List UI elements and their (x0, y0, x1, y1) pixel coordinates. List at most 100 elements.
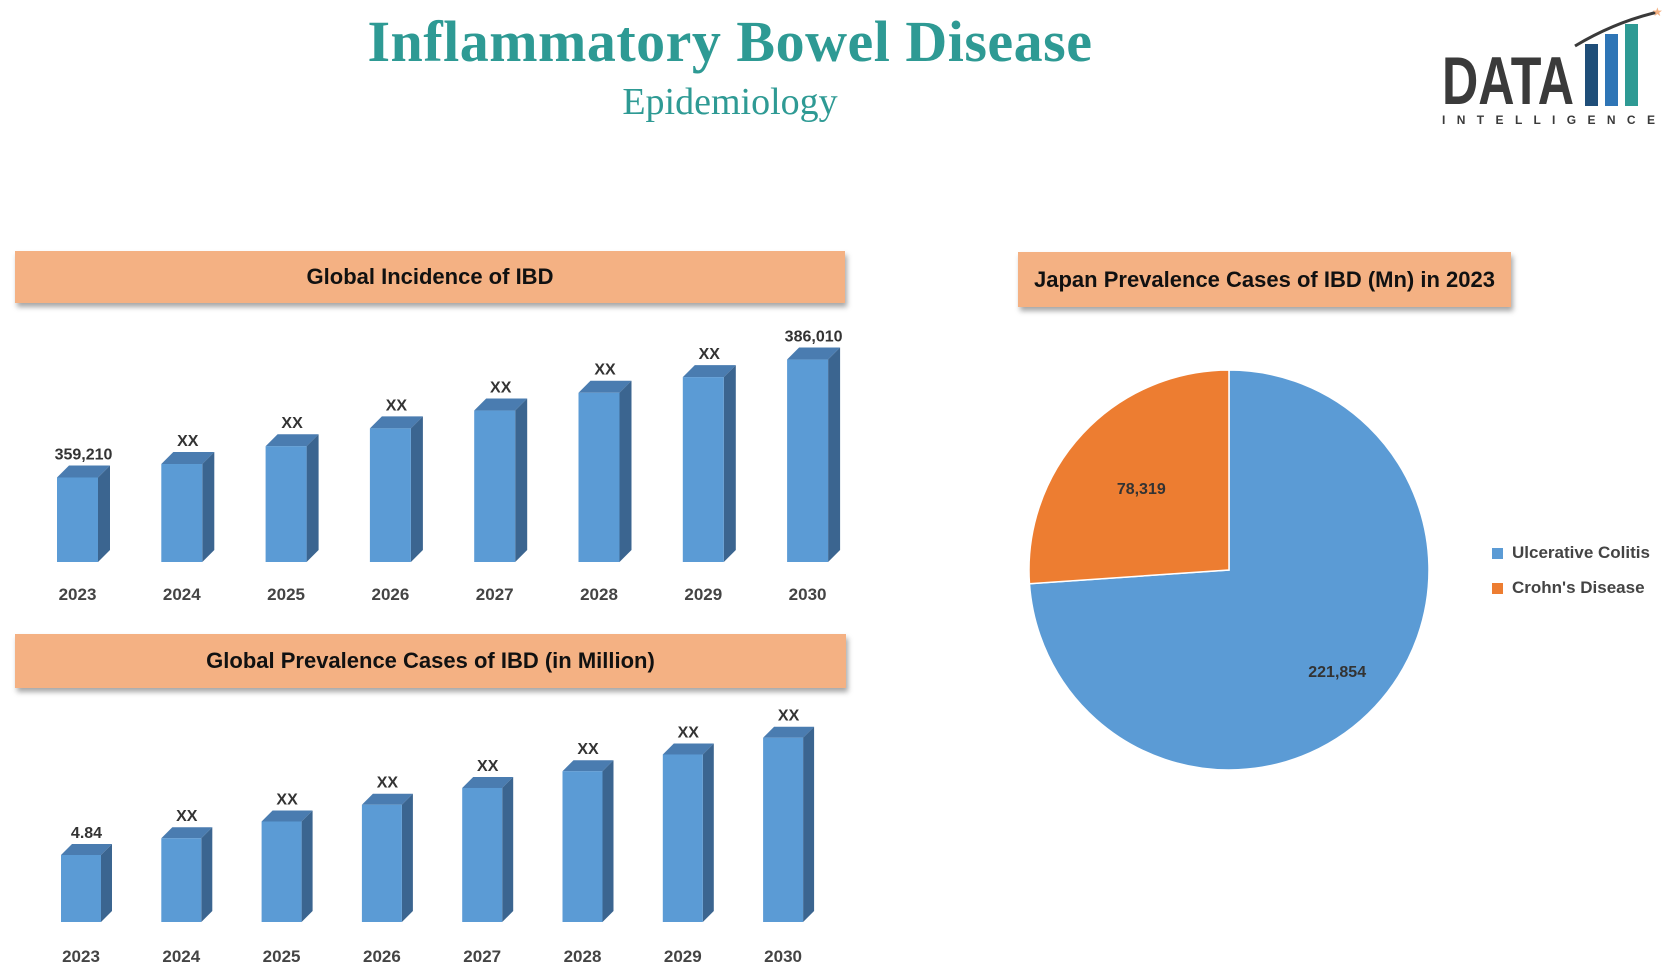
bar-front-face (787, 359, 829, 562)
x-tick-label: 2029 (684, 585, 722, 604)
logo-bar-2 (1605, 34, 1618, 106)
x-tick-label: 2027 (463, 947, 501, 966)
bar-front-face (265, 446, 307, 562)
bar-front-face (161, 838, 202, 922)
bar-top-face (787, 347, 841, 360)
x-tick-label: 2023 (59, 585, 97, 604)
bar-front-face (662, 754, 703, 922)
bar-side-face (301, 810, 313, 922)
x-tick-label: 2026 (371, 585, 409, 604)
incidence-chart-title: Global Incidence of IBD (15, 251, 845, 303)
x-tick-label: 2030 (789, 585, 827, 604)
bar-2028 (562, 760, 614, 922)
bar-side-face (306, 434, 319, 562)
bar-data-label: 4.84 (71, 825, 102, 842)
x-tick-label: 2025 (267, 585, 305, 604)
bar-2030 (763, 726, 815, 922)
bar-2028 (578, 380, 632, 562)
bar-data-label: 386,010 (785, 329, 843, 346)
logo-swoosh (1574, 10, 1659, 48)
bar-data-label: XX (577, 741, 599, 758)
bar-side-face (202, 452, 215, 562)
bar-front-face (474, 410, 516, 562)
bar-front-face (462, 787, 503, 922)
bar-data-label: XX (477, 758, 499, 775)
prevalence-bar-chart: 4.84 2023 XX 2024 XX 2025 XX 2026 XX 2027 XX 2028 XX… (61, 708, 815, 966)
legend-item-ulcerative-colitis: Ulcerative Colitis (1492, 543, 1650, 563)
pie-legend: Ulcerative Colitis Crohn's Disease (1492, 543, 1650, 613)
logo-word: DATA (1442, 43, 1574, 119)
bar-front-face (161, 464, 203, 562)
bar-front-face (57, 477, 98, 562)
legend-item-crohns-disease: Crohn's Disease (1492, 578, 1650, 598)
bar-side-face (201, 827, 213, 922)
bar-side-face (410, 416, 423, 562)
bar-side-face (828, 347, 841, 562)
prevalence-chart-title: Global Prevalence Cases of IBD (in Milli… (15, 634, 846, 688)
japan-pie-chart: 221,854 78,319 (1028, 369, 1430, 771)
bar-front-face (562, 771, 603, 922)
logo-bar-1 (1585, 44, 1598, 106)
bar-side-face (723, 365, 736, 562)
bar-top-face (474, 398, 528, 411)
bar-top-face (662, 743, 714, 755)
bar-data-label: 359,210 (55, 446, 113, 463)
bar-2024 (161, 827, 213, 922)
legend-swatch-ulcerative-colitis (1492, 547, 1503, 559)
bar-data-label: XX (177, 433, 199, 450)
bar-top-face (161, 827, 213, 839)
bar-top-face (361, 793, 413, 805)
bar-side-face (702, 743, 714, 922)
x-tick-label: 2029 (664, 947, 702, 966)
bar-2027 (462, 776, 514, 922)
bar-2026 (369, 416, 423, 562)
bar-front-face (682, 377, 724, 562)
bar-2027 (474, 398, 528, 562)
page-subtitle: Epidemiology (622, 81, 838, 123)
bar-top-face (61, 843, 112, 855)
x-tick-label: 2027 (476, 585, 514, 604)
bar-data-label: XX (377, 775, 399, 792)
x-tick-label: 2030 (764, 947, 802, 966)
bar-top-face (578, 380, 632, 393)
bar-top-face (265, 434, 319, 447)
bar-data-label: XX (276, 791, 298, 808)
bar-data-label: XX (678, 724, 700, 741)
bar-front-face (261, 821, 302, 922)
legend-label-crohns-disease: Crohn's Disease (1512, 578, 1645, 597)
pie-data-label: 78,319 (1117, 481, 1166, 498)
bar-front-face (61, 854, 101, 922)
company-logo: DATA ★ I N T E L L I G E N C E (1442, 5, 1663, 127)
bar-2023 (57, 465, 110, 562)
x-tick-label: 2025 (263, 947, 301, 966)
bar-data-label: XX (699, 346, 721, 363)
bar-data-label: XX (281, 415, 303, 432)
x-tick-label: 2026 (363, 947, 401, 966)
page-title: Inflammatory Bowel Disease (367, 9, 1093, 74)
bar-side-face (98, 465, 110, 562)
bar-data-label: XX (778, 708, 800, 725)
bar-data-label: XX (490, 380, 512, 397)
bar-side-face (401, 793, 413, 922)
bar-side-face (101, 843, 112, 922)
bar-side-face (803, 726, 815, 922)
pie-data-label: 221,854 (1308, 664, 1366, 681)
bar-front-face (763, 737, 804, 922)
x-tick-label: 2028 (580, 585, 618, 604)
legend-swatch-crohns-disease (1492, 582, 1503, 594)
bar-top-face (161, 452, 215, 465)
legend-label-ulcerative-colitis: Ulcerative Colitis (1512, 543, 1650, 562)
bar-side-face (502, 776, 514, 922)
japan-chart-title: Japan Prevalence Cases of IBD (Mn) in 20… (1018, 252, 1511, 307)
bar-top-face (682, 365, 736, 378)
bar-2024 (161, 452, 215, 562)
bar-2030 (787, 347, 841, 562)
bar-data-label: XX (594, 362, 616, 379)
bar-data-label: XX (176, 808, 198, 825)
bar-side-face (515, 398, 528, 562)
x-tick-label: 2024 (162, 947, 200, 966)
bar-top-face (462, 776, 514, 788)
x-tick-label: 2023 (62, 947, 100, 966)
incidence-bar-chart: 359,210 2023 XX 2024 XX 2025 XX 2026 XX 2027 XX 202… (55, 329, 843, 604)
x-tick-label: 2028 (564, 947, 602, 966)
